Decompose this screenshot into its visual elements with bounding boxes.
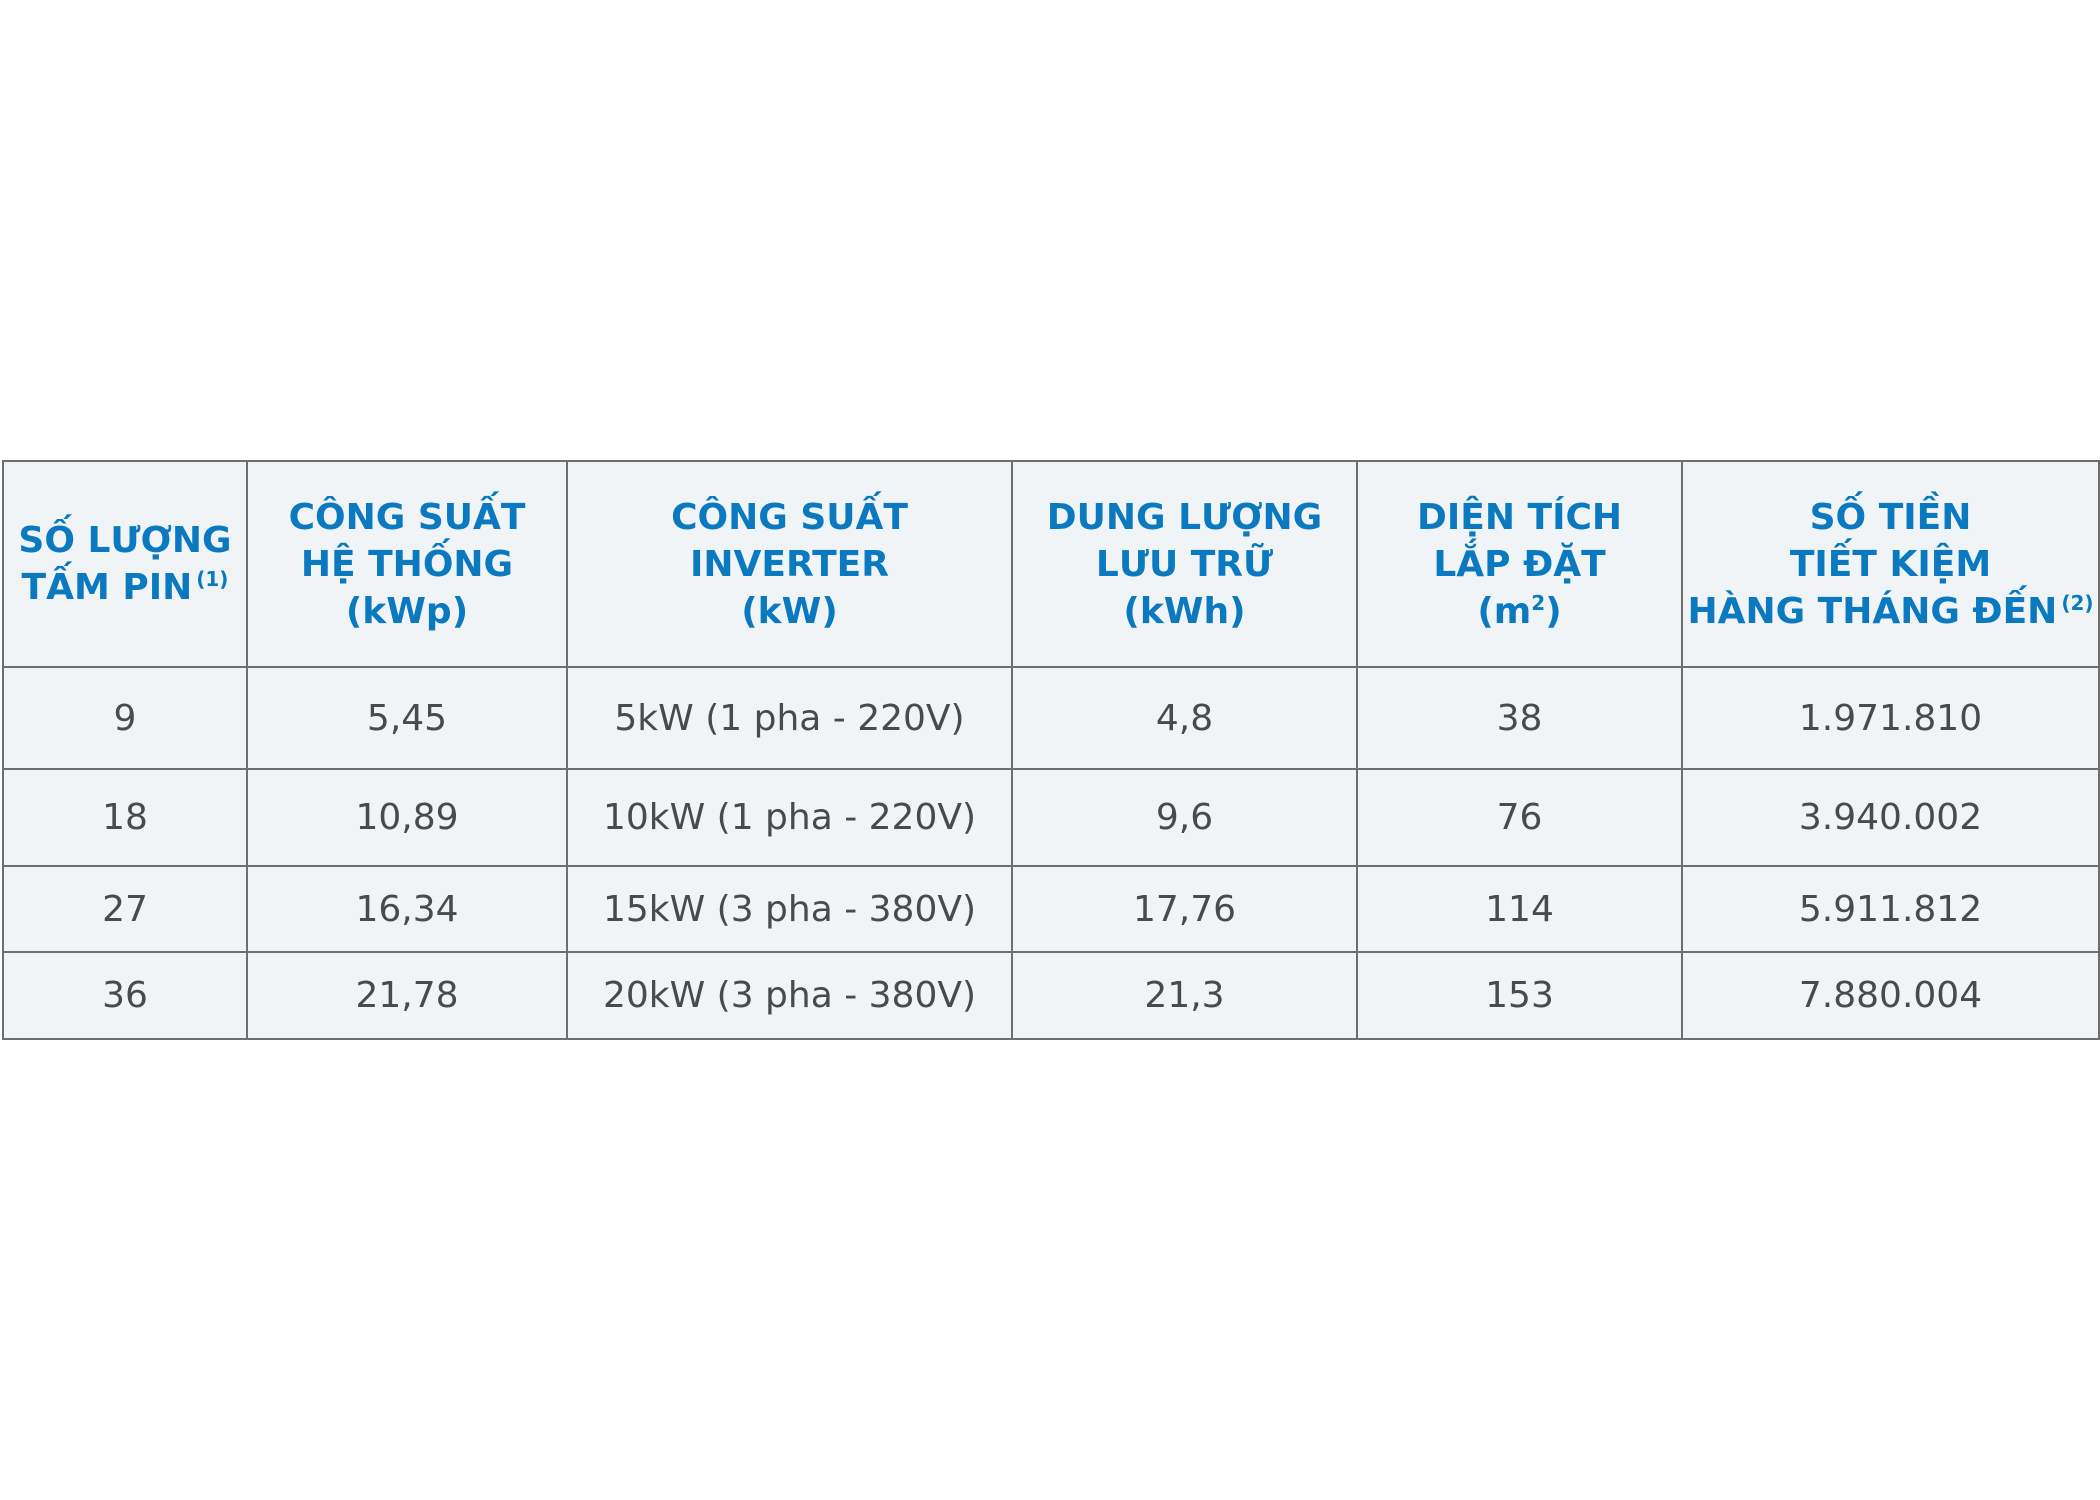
table-row: 18 10,89 10kW (1 pha - 220V) 9,6 76 3.94… xyxy=(2,768,2100,867)
header-storage-capacity: DUNG LƯỢNG LƯU TRỮ (kWh) xyxy=(1011,460,1358,668)
header-line: HÀNG THÁNG ĐẾN xyxy=(1687,590,2058,632)
cell-panel-count: 9 xyxy=(2,666,248,770)
header-monthly-savings: SỐ TIỀN TIẾT KIỆM HÀNG THÁNG ĐẾN (2) xyxy=(1681,460,2100,668)
cell-savings: 7.880.004 xyxy=(1681,951,2100,1040)
cell-storage: 21,3 xyxy=(1011,951,1358,1040)
cell-inverter: 15kW (3 pha - 380V) xyxy=(566,865,1013,953)
header-line: SỐ LƯỢNG xyxy=(18,520,232,561)
header-line: TIẾT KIỆM xyxy=(1789,543,1992,585)
footnote-marker: (2) xyxy=(2061,590,2094,615)
cell-area: 38 xyxy=(1356,666,1683,770)
table-row: 9 5,45 5kW (1 pha - 220V) 4,8 38 1.971.8… xyxy=(2,666,2100,770)
header-line: CÔNG SUẤT xyxy=(671,496,908,538)
cell-system-capacity: 16,34 xyxy=(246,865,568,953)
cell-panel-count: 36 xyxy=(2,951,248,1040)
cell-inverter: 10kW (1 pha - 220V) xyxy=(566,768,1013,867)
header-unit: (kWp) xyxy=(345,590,469,632)
cell-inverter: 5kW (1 pha - 220V) xyxy=(566,666,1013,770)
footnote-marker: (1) xyxy=(196,567,229,591)
superscript-two: 2 xyxy=(1531,590,1546,615)
cell-storage: 4,8 xyxy=(1011,666,1358,770)
header-line: INVERTER xyxy=(690,543,889,585)
header-row: SỐ LƯỢNG TẤM PIN (1) CÔNG SUẤT HỆ THỐNG (… xyxy=(2,460,2100,668)
table-row: 27 16,34 15kW (3 pha - 380V) 17,76 114 5… xyxy=(2,865,2100,953)
cell-storage: 9,6 xyxy=(1011,768,1358,867)
header-unit: (m2) xyxy=(1477,590,1562,632)
header-line: DUNG LƯỢNG xyxy=(1046,496,1323,538)
header-panel-count: SỐ LƯỢNG TẤM PIN (1) xyxy=(2,460,248,668)
header-system-capacity: CÔNG SUẤT HỆ THỐNG (kWp) xyxy=(246,460,568,668)
header-line: LẮP ĐẶT xyxy=(1433,543,1606,585)
solar-package-table: SỐ LƯỢNG TẤM PIN (1) CÔNG SUẤT HỆ THỐNG (… xyxy=(2,460,2100,1040)
header-line: CÔNG SUẤT xyxy=(288,496,526,538)
cell-panel-count: 27 xyxy=(2,865,248,953)
cell-storage: 17,76 xyxy=(1011,865,1358,953)
table-row: 36 21,78 20kW (3 pha - 380V) 21,3 153 7.… xyxy=(2,951,2100,1040)
header-line: DIỆN TÍCH xyxy=(1416,496,1623,538)
header-installation-area: DIỆN TÍCH LẮP ĐẶT (m2) xyxy=(1356,460,1683,668)
cell-system-capacity: 10,89 xyxy=(246,768,568,867)
header-line: TẤM PIN xyxy=(21,567,193,608)
cell-savings: 1.971.810 xyxy=(1681,666,2100,770)
cell-area: 114 xyxy=(1356,865,1683,953)
cell-inverter: 20kW (3 pha - 380V) xyxy=(566,951,1013,1040)
cell-system-capacity: 5,45 xyxy=(246,666,568,770)
header-line: LƯU TRỮ xyxy=(1095,543,1274,585)
header-line: SỐ TIỀN xyxy=(1809,496,1972,538)
header-line: HỆ THỐNG xyxy=(300,543,514,585)
cell-panel-count: 18 xyxy=(2,768,248,867)
cell-area: 76 xyxy=(1356,768,1683,867)
cell-system-capacity: 21,78 xyxy=(246,951,568,1040)
cell-area: 153 xyxy=(1356,951,1683,1040)
header-inverter-capacity: CÔNG SUẤT INVERTER (kW) xyxy=(566,460,1013,668)
cell-savings: 5.911.812 xyxy=(1681,865,2100,953)
header-unit: (kWh) xyxy=(1123,590,1246,632)
cell-savings: 3.940.002 xyxy=(1681,768,2100,867)
header-unit: (kW) xyxy=(741,590,838,632)
